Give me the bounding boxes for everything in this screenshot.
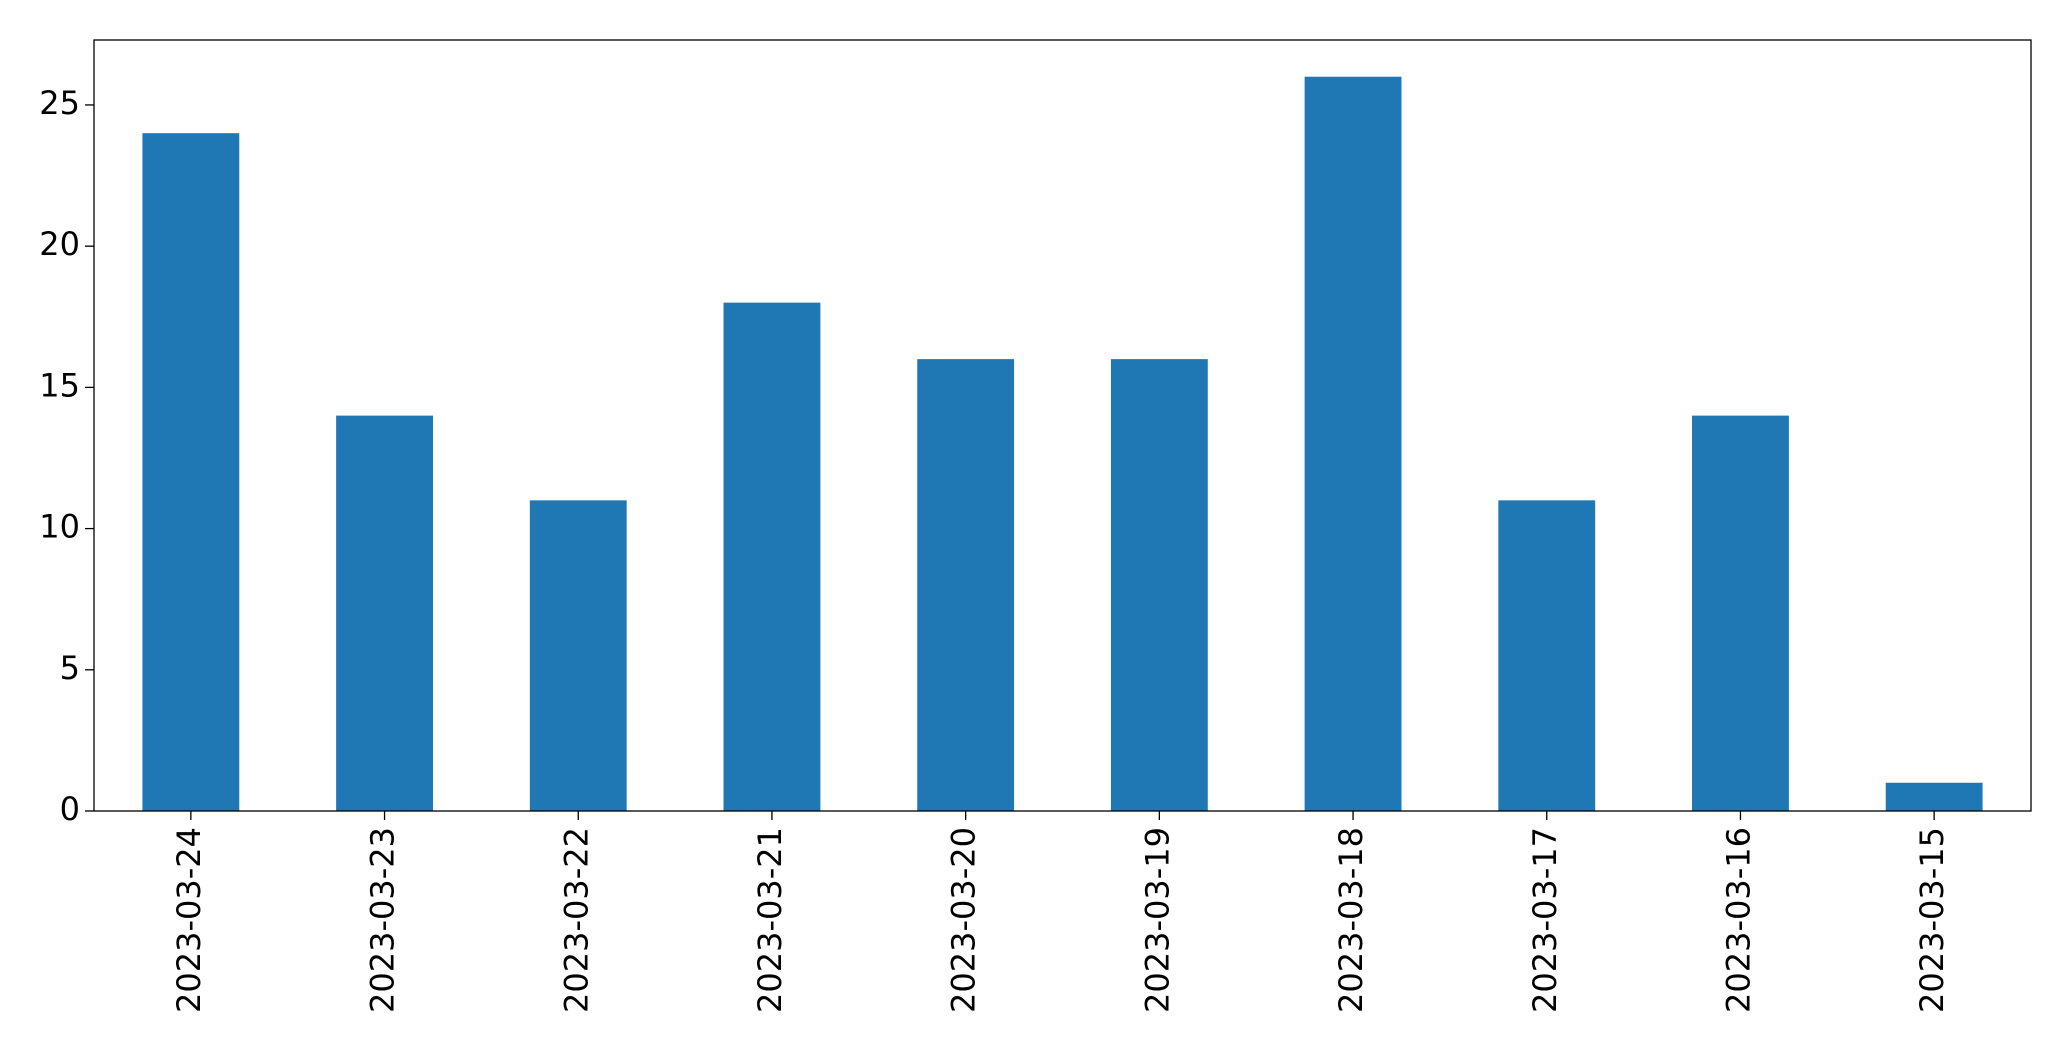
x-tick-label: 2023-03-20 (945, 827, 983, 1013)
bar (1885, 782, 1983, 811)
bar (336, 415, 433, 811)
y-tick-label: 0 (60, 790, 80, 828)
x-tick-label: 2023-03-19 (1138, 827, 1176, 1013)
x-tick-label: 2023-03-18 (1332, 827, 1370, 1013)
x-tick-label: 2023-03-24 (170, 827, 208, 1013)
bar (1498, 500, 1596, 811)
y-tick-label: 25 (39, 84, 80, 122)
y-tick-label: 15 (39, 366, 80, 404)
x-tick-label: 2023-03-17 (1526, 827, 1564, 1013)
x-tick-label: 2023-03-16 (1719, 827, 1757, 1013)
x-tick-label: 2023-03-21 (751, 827, 789, 1013)
plot-frame (93, 39, 2032, 812)
x-tick-label: 2023-03-22 (557, 827, 595, 1013)
bar (723, 302, 821, 811)
bar (1304, 76, 1402, 811)
bar (142, 133, 240, 811)
y-tick-label: 5 (60, 649, 80, 687)
y-tick-label: 10 (39, 508, 80, 546)
x-tick-label: 2023-03-23 (364, 827, 402, 1013)
bar (1110, 359, 1208, 811)
y-tick-label: 20 (39, 225, 80, 263)
x-tick-label: 2023-03-15 (1913, 827, 1951, 1013)
bar (1692, 415, 1789, 811)
bar (529, 500, 627, 811)
bar (917, 359, 1015, 811)
